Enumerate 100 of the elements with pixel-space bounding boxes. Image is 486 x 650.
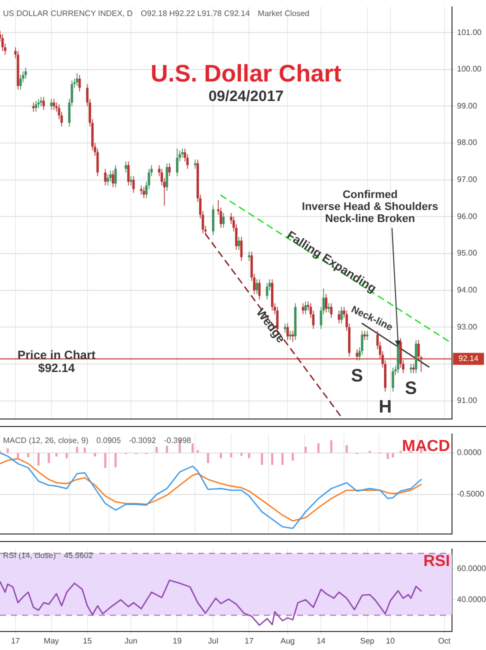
bar xyxy=(392,453,394,458)
annotation: O92.18 H92.22 L91.78 C92.14 xyxy=(140,9,250,18)
bar xyxy=(48,453,50,464)
candlestick xyxy=(258,278,261,300)
bar xyxy=(37,453,40,466)
x-tick-label: Jul xyxy=(208,636,218,646)
text: U.S. Dollar Chart xyxy=(150,60,342,88)
y-tick-label: 95.00 xyxy=(457,248,478,258)
bar xyxy=(27,453,30,458)
bar xyxy=(304,446,307,453)
bar xyxy=(94,453,96,457)
bar xyxy=(420,448,422,453)
bar xyxy=(248,453,250,458)
bar xyxy=(220,453,222,458)
bar xyxy=(206,453,210,464)
candlestick xyxy=(76,72,78,86)
candlestick xyxy=(324,294,328,313)
candlestick xyxy=(240,236,243,262)
y-tick-label: 97.00 xyxy=(457,175,478,184)
candlestick xyxy=(106,174,110,186)
x-tick-label: Aug xyxy=(280,636,295,646)
candlestick xyxy=(284,323,286,334)
bar xyxy=(230,453,232,458)
annotation: Confirmed Inverse Head & Shoulders Neck-line Broken xyxy=(302,189,438,226)
candlestick xyxy=(114,164,117,188)
candlestick xyxy=(212,205,214,236)
candlestick xyxy=(363,330,366,340)
candlestick xyxy=(24,67,27,79)
x-tick-label: May xyxy=(44,636,59,646)
candlestick xyxy=(78,74,81,92)
bar xyxy=(271,453,274,465)
candlestick xyxy=(392,367,394,392)
y-tick-label: 93.00 xyxy=(457,322,478,332)
candlestick xyxy=(32,102,35,112)
annotation: S xyxy=(404,378,417,398)
candlestick xyxy=(166,162,168,192)
candlestick xyxy=(52,98,56,110)
ref-line-label: 92.14 xyxy=(458,354,480,364)
y-tick-label: 96.00 xyxy=(457,212,478,221)
candlestick xyxy=(366,330,368,340)
candlestick xyxy=(142,186,146,199)
y-tick-label: 0.0000 xyxy=(457,448,482,458)
annotation: MACD (12, 26, close, 9) xyxy=(3,436,89,446)
candlestick xyxy=(40,96,42,107)
candlestick xyxy=(124,161,128,173)
x-tick-label: 17 xyxy=(10,636,20,646)
candlestick xyxy=(304,300,307,315)
candlestick xyxy=(104,168,106,186)
x-tick-label: 17 xyxy=(244,636,254,646)
x-tick-label: 19 xyxy=(172,636,182,646)
y-tick-label: 99.00 xyxy=(457,101,478,110)
candlestick xyxy=(176,148,178,177)
bar xyxy=(330,440,332,453)
x-tick-label: Jun xyxy=(124,636,138,646)
y-tick-label: -0.5000 xyxy=(457,490,485,499)
y-tick-label: 60.0000 xyxy=(457,564,486,574)
bar xyxy=(55,453,58,457)
bar xyxy=(196,450,199,453)
candlestick xyxy=(140,184,142,195)
candlestick xyxy=(340,306,343,324)
candlestick xyxy=(109,170,112,182)
candlestick xyxy=(256,278,258,294)
annotation: H xyxy=(378,396,392,417)
annotation: 0.0905 xyxy=(96,436,122,446)
x-tick-label: 14 xyxy=(316,636,326,646)
bar xyxy=(317,443,320,453)
chart-title: RSI xyxy=(423,553,450,570)
annotation: Price in Chart $92.14 xyxy=(17,348,96,375)
x-tick-label: 15 xyxy=(82,636,92,646)
y-tick-label: 100.00 xyxy=(457,64,482,74)
annotation: 45.5602 xyxy=(64,551,94,560)
bar xyxy=(104,453,106,468)
annotation: S xyxy=(350,365,363,386)
annotation: -0.3092 xyxy=(128,436,157,446)
y-tick-label: 98.00 xyxy=(457,138,478,148)
bar xyxy=(346,445,348,453)
bar xyxy=(192,443,194,453)
text: 09/24/2017 xyxy=(208,88,284,105)
candlestick xyxy=(292,330,294,342)
x-tick-label: 10 xyxy=(386,636,396,646)
annotation: US DOLLAR CURRENCY INDEX, D xyxy=(3,9,133,18)
bar xyxy=(16,453,20,458)
candlestick xyxy=(222,212,225,228)
candlestick xyxy=(330,302,332,318)
candlestick xyxy=(50,98,53,110)
y-tick-label: 94.00 xyxy=(457,286,478,295)
bar xyxy=(66,453,68,458)
candlestick xyxy=(127,161,130,186)
bar xyxy=(156,446,158,453)
x-tick-label: Sep xyxy=(360,636,375,646)
candlestick xyxy=(238,236,240,250)
bar xyxy=(6,448,9,453)
chart-title: MACD xyxy=(402,438,450,456)
bar xyxy=(114,453,117,468)
bar xyxy=(76,446,78,453)
candlestick xyxy=(410,364,412,374)
candlestick xyxy=(286,323,289,340)
annotation: -0.3998 xyxy=(164,436,192,446)
x-tick-label: Oct xyxy=(438,636,452,646)
bar xyxy=(386,453,389,460)
